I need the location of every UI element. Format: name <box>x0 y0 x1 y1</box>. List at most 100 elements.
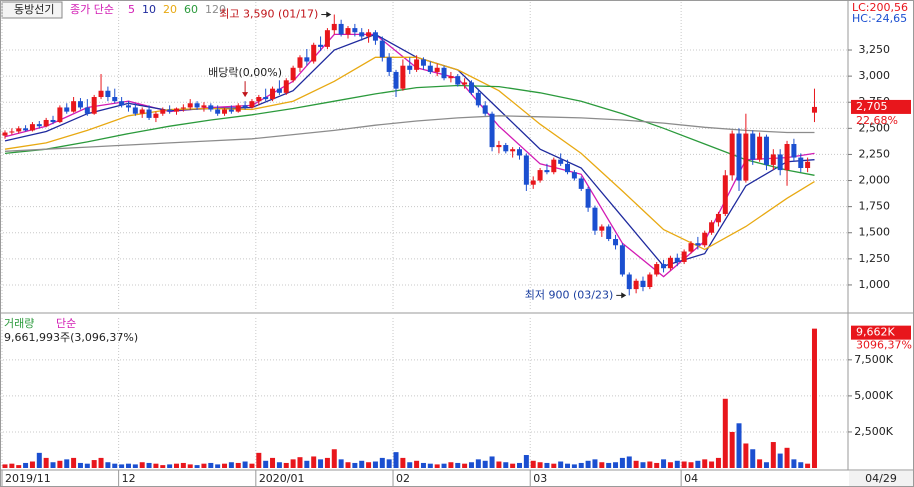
candle-body <box>98 90 104 98</box>
candle-body <box>235 105 241 112</box>
volume-bar <box>784 447 790 468</box>
candle-body <box>201 105 207 108</box>
candle-body <box>448 76 454 79</box>
volume-bar <box>311 456 317 468</box>
volume-bar <box>263 460 269 468</box>
volume-bar <box>180 462 186 468</box>
candle-body <box>613 239 619 246</box>
x-tick-label: 2020/01 <box>259 472 305 485</box>
volume-bar <box>324 457 330 468</box>
annotation-arrowhead <box>326 11 332 18</box>
volume-bar <box>174 463 179 468</box>
candle-body <box>798 157 804 169</box>
y-tick-label: 2,500K <box>854 425 893 438</box>
candle-body <box>517 149 522 156</box>
candle-body <box>722 175 728 214</box>
annotation: 배당락(0,00%) <box>208 66 282 79</box>
candle-body <box>256 97 262 102</box>
candle-body <box>304 57 310 62</box>
title-box[interactable] <box>1 1 63 19</box>
candle-body <box>359 32 365 37</box>
candle-body <box>468 82 474 93</box>
candle-body <box>571 172 577 179</box>
candle-body <box>180 107 186 109</box>
volume-bar <box>242 461 248 468</box>
volume-bar <box>517 462 522 468</box>
candle-body <box>441 67 447 79</box>
candle-body <box>71 101 77 112</box>
candle-body <box>551 159 557 173</box>
volume-bar <box>763 462 769 468</box>
volume-bar <box>613 462 619 468</box>
ma-label: 종가 단순 <box>70 3 114 16</box>
candle-body <box>324 30 330 47</box>
ma-legend: 5 <box>128 3 135 16</box>
volume-summary: 9,661,993주(3,096,37%) <box>4 331 138 344</box>
volume-bar <box>503 462 509 468</box>
volume-bar <box>805 463 811 468</box>
volume-bar <box>715 457 721 468</box>
candle-body <box>91 97 97 114</box>
volume-bar <box>167 464 173 468</box>
candle-body <box>318 44 324 47</box>
candle-body <box>558 159 564 164</box>
annotation: 최저 900 (03/23) <box>525 288 614 301</box>
volume-bar <box>139 462 145 468</box>
candle-body <box>160 109 166 114</box>
candle-body <box>599 226 605 231</box>
candle-body <box>750 133 756 160</box>
volume-bar <box>558 461 564 468</box>
volume-bar <box>681 461 687 468</box>
candle-body <box>496 145 502 148</box>
candle-body <box>777 154 783 171</box>
volume-bar <box>791 459 797 468</box>
volume-bar <box>393 452 399 468</box>
volume-bar <box>489 456 495 468</box>
volume-bar <box>565 463 571 468</box>
y-tick-label: 2,000 <box>859 174 891 187</box>
volume-bar <box>276 462 282 468</box>
volume-bar <box>77 462 83 468</box>
candle-body <box>208 105 214 110</box>
volume-bar <box>462 463 468 468</box>
volume-bar <box>544 462 550 468</box>
candle-body <box>174 108 179 112</box>
candle-body <box>805 161 811 169</box>
candle-body <box>811 106 817 113</box>
candle-body <box>153 113 159 118</box>
volume-bar <box>9 463 15 468</box>
candle-body <box>585 188 591 208</box>
volume-bar <box>71 457 77 468</box>
candle-body <box>228 109 234 112</box>
candle-body <box>352 28 358 33</box>
volume-bar <box>153 463 159 468</box>
candle-body <box>167 109 173 112</box>
candle-body <box>661 264 667 269</box>
x-tick-label: 03 <box>533 472 547 485</box>
candle-body <box>702 232 708 246</box>
volume-bar <box>84 463 90 468</box>
candle-body <box>434 67 440 72</box>
candle-body <box>489 113 495 148</box>
hc-readout: HC:-24,65 <box>852 12 907 25</box>
annotation: 최고 3,590 (01/17) <box>219 8 318 21</box>
annotation-arrowhead <box>242 92 249 98</box>
volume-bar <box>626 456 632 468</box>
volume-bar <box>571 464 577 468</box>
volume-box-change: 3096,37% <box>856 339 912 352</box>
date-label: 04/29 <box>865 472 897 485</box>
y-tick-label: 1,250 <box>859 252 891 265</box>
volume-bar <box>256 452 262 468</box>
y-tick-label: 1,000 <box>859 278 891 291</box>
candle-body <box>715 213 721 223</box>
candle-body <box>139 109 145 114</box>
volume-bar <box>729 431 735 468</box>
price-box-label: 2,705 <box>856 100 888 113</box>
candle-body <box>57 107 63 123</box>
volume-bar <box>228 462 234 468</box>
candle-body <box>455 76 461 85</box>
candle-body <box>9 131 15 133</box>
candle-body <box>379 40 385 58</box>
volume-bar <box>606 462 612 468</box>
